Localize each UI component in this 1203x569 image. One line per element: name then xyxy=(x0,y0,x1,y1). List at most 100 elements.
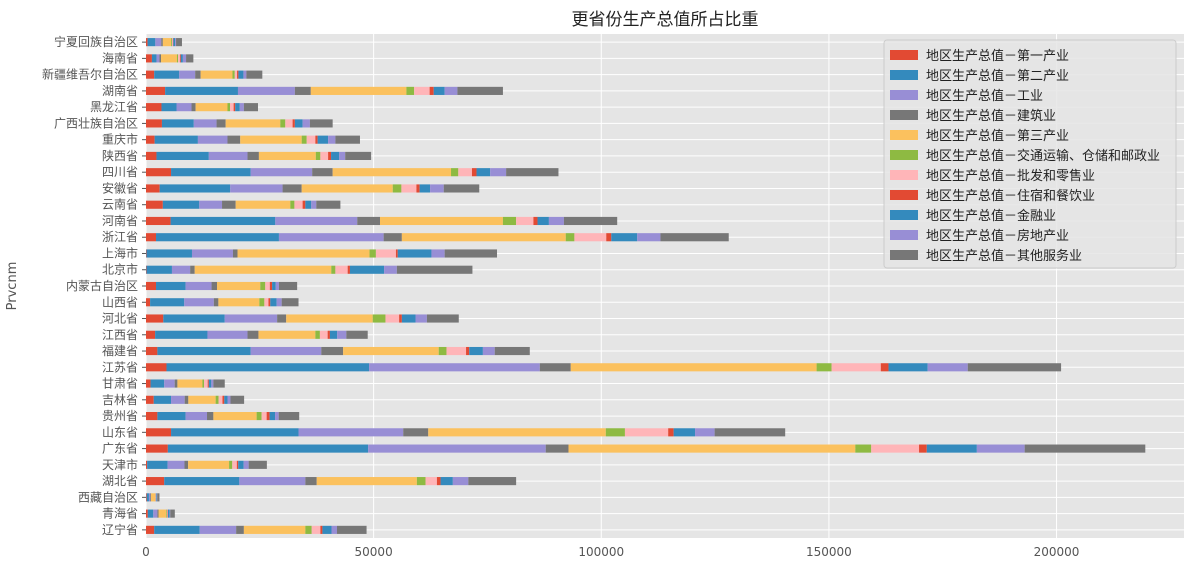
bar-segment xyxy=(539,363,571,372)
bar-segment xyxy=(148,493,151,502)
bar-segment xyxy=(179,54,181,63)
bar-segment xyxy=(259,298,265,307)
bar-segment xyxy=(444,86,458,95)
bar-segment xyxy=(146,314,164,323)
y-tick-label: 海南省 xyxy=(102,50,138,65)
bar-segment xyxy=(153,509,158,518)
y-tick-label: 湖北省 xyxy=(102,473,138,488)
bar-segment xyxy=(335,265,348,274)
bar-segment xyxy=(401,233,566,242)
bar-segment xyxy=(660,233,729,242)
bar-segment xyxy=(216,119,226,128)
bar-segment xyxy=(225,119,281,128)
bar-segment xyxy=(328,135,336,144)
bar-segment xyxy=(357,216,381,226)
bar-segment xyxy=(240,135,302,144)
bar-segment xyxy=(247,151,259,160)
legend-label: 地区生产总值－工业 xyxy=(926,88,1043,104)
y-tick-label: 四川省 xyxy=(102,165,138,179)
bar-segment xyxy=(146,525,155,534)
bar-segment xyxy=(457,86,503,95)
bar-segment xyxy=(188,395,216,404)
bar-segment xyxy=(298,428,404,437)
y-tick-label: 浙江省 xyxy=(102,230,138,244)
bar-segment xyxy=(171,428,299,437)
bar-segment xyxy=(329,330,338,339)
bar-segment xyxy=(193,119,217,128)
bar-segment xyxy=(345,151,372,160)
bar-segment xyxy=(305,525,312,534)
x-tick-label: 0 xyxy=(142,545,150,559)
bar-segment xyxy=(380,216,503,226)
bar-segment xyxy=(278,233,384,242)
bar-segment xyxy=(368,444,546,453)
bar-segment xyxy=(339,151,346,160)
bar-segment xyxy=(190,265,195,274)
bar-segment xyxy=(146,363,167,372)
bar-segment xyxy=(312,168,333,177)
bar-segment xyxy=(406,86,415,95)
x-tick-label: 100000 xyxy=(578,545,624,559)
bar-segment xyxy=(170,216,276,226)
bar-segment xyxy=(466,346,470,356)
bar-segment xyxy=(372,314,386,323)
bar-segment xyxy=(177,379,203,388)
bar-segment xyxy=(302,119,310,128)
bar-segment xyxy=(154,525,200,534)
y-tick-label: 黑龙江省 xyxy=(90,100,138,114)
x-tick-label: 200000 xyxy=(1034,545,1080,559)
y-tick-label: 甘肃省 xyxy=(102,377,138,391)
bar-segment xyxy=(280,119,286,128)
bar-segment xyxy=(320,525,323,534)
bar-segment xyxy=(243,70,247,79)
legend-swatch xyxy=(890,90,918,100)
bar-segment xyxy=(224,314,278,323)
bar-segment xyxy=(327,330,330,339)
bar-segment xyxy=(369,249,376,258)
legend-label: 地区生产总值－第一产业 xyxy=(926,48,1069,64)
bar-segment xyxy=(167,444,369,453)
bar-segment xyxy=(471,168,477,177)
bar-segment xyxy=(258,330,316,339)
bar-segment xyxy=(316,200,341,209)
bar-segment xyxy=(171,395,185,404)
bar-segment xyxy=(146,135,155,144)
bar-segment xyxy=(415,314,427,323)
bar-segment xyxy=(179,70,196,79)
bar-segment xyxy=(161,38,163,47)
bar-segment xyxy=(315,151,321,160)
bar-segment xyxy=(482,346,495,356)
bar-segment xyxy=(458,168,472,177)
bar-segment xyxy=(261,412,267,421)
bar-segment xyxy=(260,281,266,291)
bar-segment xyxy=(158,509,167,518)
legend-label: 地区生产总值－房地产业 xyxy=(926,228,1069,244)
bar-segment xyxy=(222,395,225,404)
bar-segment xyxy=(403,428,429,437)
bar-segment xyxy=(230,184,283,193)
bar-segment xyxy=(294,200,303,209)
bar-segment xyxy=(919,444,927,453)
bar-segment xyxy=(235,200,291,209)
bar-segment xyxy=(232,70,235,79)
y-tick-label: 宁夏回族自治区 xyxy=(54,34,138,49)
bar-segment xyxy=(146,460,148,469)
bar-segment xyxy=(305,200,312,209)
bar-segment xyxy=(146,168,172,177)
bar-segment xyxy=(265,281,270,291)
bar-segment xyxy=(336,525,367,534)
bar-segment xyxy=(167,460,185,469)
bar-segment xyxy=(294,119,303,128)
bar-segment xyxy=(927,363,968,372)
bar-segment xyxy=(146,54,152,63)
bar-segment xyxy=(150,298,185,307)
legend-swatch xyxy=(890,70,918,80)
bar-segment xyxy=(218,298,260,307)
bar-segment xyxy=(161,119,194,128)
bar-segment xyxy=(146,412,158,421)
bar-segment xyxy=(146,493,149,502)
bar-segment xyxy=(146,233,157,242)
bar-segment xyxy=(506,168,559,177)
